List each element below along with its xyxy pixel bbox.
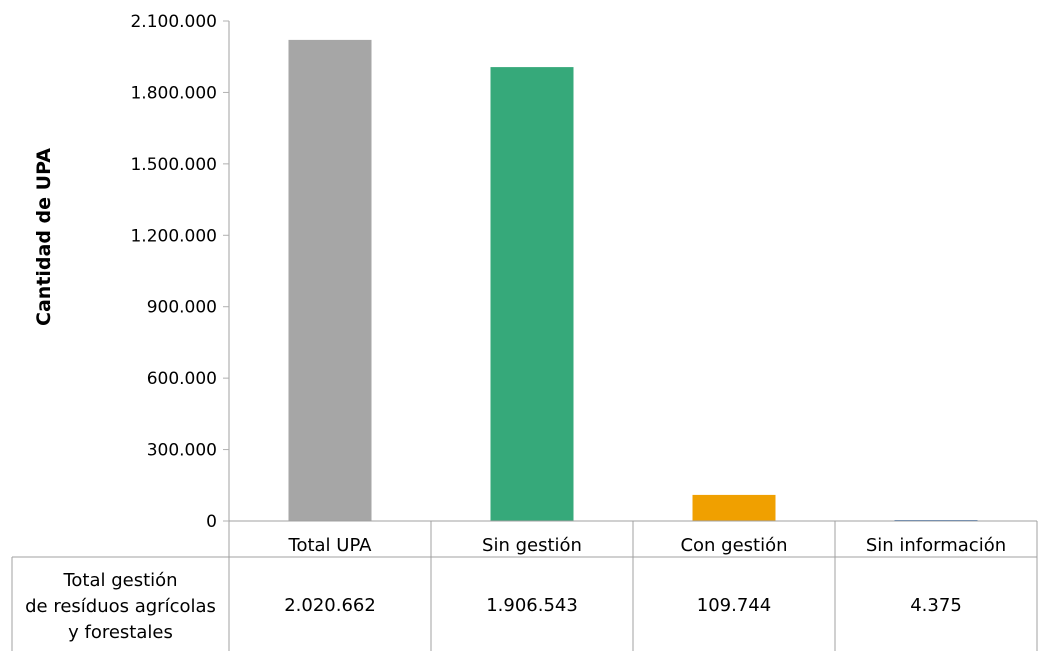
y-tick-label: 1.800.000 bbox=[130, 83, 217, 103]
bars bbox=[288, 39, 978, 522]
y-axis: 0 300.000 600.000 900.000 1.200.000 1.500.000… bbox=[130, 12, 230, 651]
bar-con-gestión bbox=[692, 494, 776, 521]
y-tick-label: 900.000 bbox=[147, 298, 217, 318]
x-category-label: Con gestión bbox=[680, 535, 787, 556]
y-tick-label: 0 bbox=[206, 512, 217, 532]
table-cell-value: 2.020.662 bbox=[284, 595, 376, 616]
table-cell-value: 109.744 bbox=[697, 595, 771, 616]
y-tick-label: 1.200.000 bbox=[130, 226, 217, 246]
bar-sin-gestión bbox=[490, 67, 574, 521]
y-axis-label: Cantidad de UPA bbox=[33, 148, 55, 326]
table-row-label-line: de resíduos agrícolas bbox=[25, 596, 216, 617]
table-row-label: Total gestión de resíduos agrícolas y fore… bbox=[25, 570, 216, 643]
x-category-label: Sin gestión bbox=[482, 535, 582, 556]
y-tick-label: 2.100.000 bbox=[130, 12, 217, 32]
table-row-label-line: y forestales bbox=[68, 622, 173, 643]
table-cell-value: 4.375 bbox=[910, 595, 962, 616]
y-tick-label: 1.500.000 bbox=[130, 155, 217, 175]
bar-total-upa bbox=[288, 39, 372, 522]
data-table: Total UPA 2.020.662 Sin gestión 1.906.543 Co… bbox=[11, 520, 1038, 651]
y-tick-label: 600.000 bbox=[147, 369, 217, 389]
y-tick-label: 300.000 bbox=[147, 441, 217, 461]
x-category-label: Total UPA bbox=[288, 535, 373, 556]
table-row-label-line: Total gestión bbox=[62, 570, 177, 591]
x-category-label: Sin información bbox=[866, 535, 1006, 556]
table-cell-value: 1.906.543 bbox=[486, 595, 578, 616]
